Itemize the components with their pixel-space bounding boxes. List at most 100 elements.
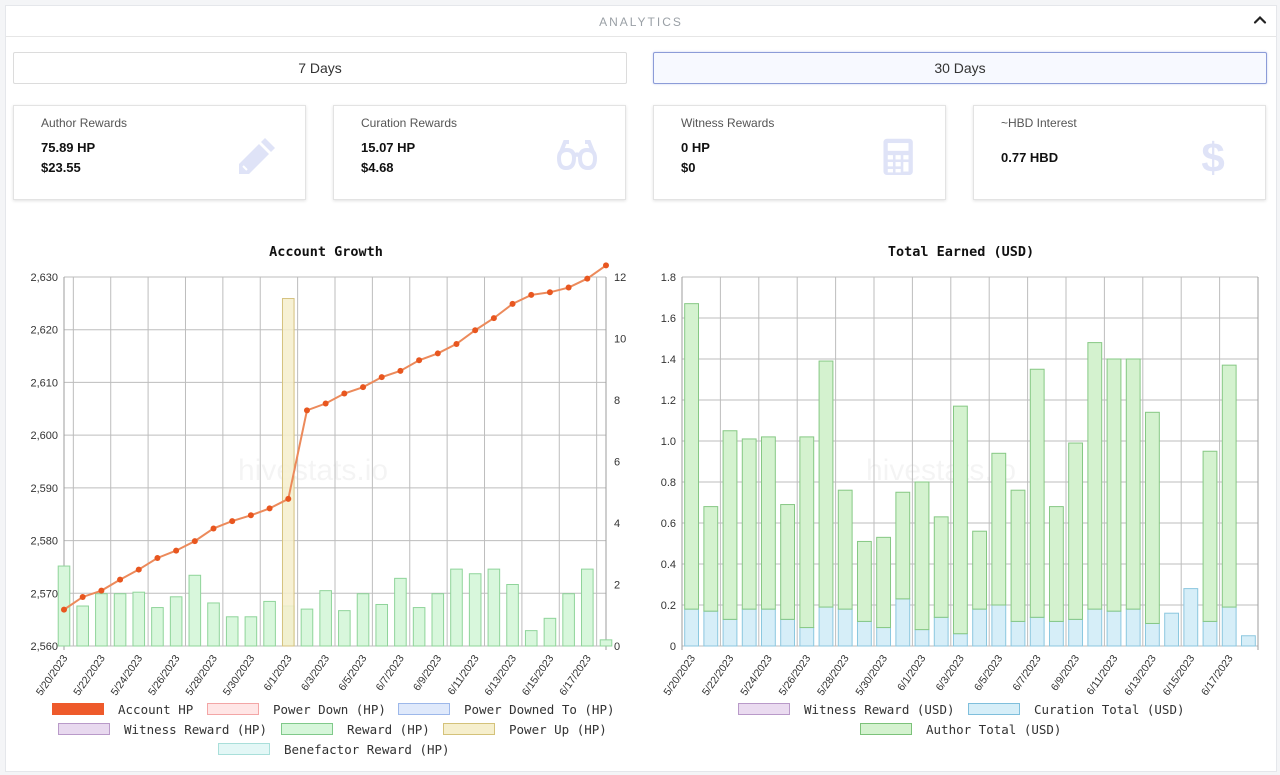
- account-hp-point: [434, 350, 441, 357]
- author-bar: [856, 540, 872, 622]
- author-bar: [703, 506, 719, 612]
- curation-bar: [914, 629, 930, 647]
- reward-bar: [338, 610, 351, 647]
- reward-bar: [412, 607, 426, 647]
- legend-swatch: [443, 723, 495, 735]
- author-bar: [972, 530, 988, 610]
- author-bar: [1125, 358, 1141, 610]
- curation-bar: [876, 627, 892, 647]
- author-bar: [760, 436, 776, 610]
- curation-bar: [972, 608, 988, 647]
- x-tick-label: 5/20/2023: [34, 653, 71, 696]
- reward-bar: [300, 608, 314, 647]
- author-bar: [799, 436, 815, 629]
- author-bar: [1010, 489, 1026, 622]
- legend-swatch: [207, 703, 259, 715]
- account-hp-point: [603, 262, 609, 269]
- y-tick-label: 0.2: [661, 600, 676, 612]
- curation-bar: [837, 608, 853, 647]
- y-tick-label: 1.2: [661, 395, 676, 407]
- y-tick-label: 1.4: [661, 354, 676, 366]
- reward-bar: [76, 605, 89, 647]
- legend-swatch: [860, 723, 912, 735]
- x-tick-label: 5/30/2023: [221, 653, 258, 696]
- total-earned-plot: 00.20.40.60.81.01.21.41.61.85/20/2023 5/2…: [661, 272, 1259, 696]
- curation-bar: [1125, 608, 1141, 647]
- x-tick-label: 6/17/2023: [1199, 653, 1236, 696]
- curation-bar: [933, 616, 949, 647]
- account-growth-plot: 2,560 2,570 2,580 2,590 2,600 2,610 2,620 2,630…: [30, 262, 626, 696]
- author-bar: [722, 430, 738, 620]
- reward-bar: [506, 584, 519, 647]
- author-bar: [1068, 442, 1084, 620]
- x-tick-label: 6/15/2023: [1161, 653, 1198, 696]
- legend-label: Curation Total (USD): [1034, 702, 1185, 717]
- calculator-icon: [883, 138, 913, 175]
- author-bar: [1221, 364, 1237, 608]
- legend-label: Reward (HP): [347, 722, 430, 737]
- author-bar: [876, 536, 892, 629]
- y-right-tick-label: 4: [614, 518, 620, 530]
- hbd-interest-card: ~HBD Interest 0.77 HBD $: [973, 105, 1266, 200]
- chevron-up-icon[interactable]: [1252, 12, 1268, 28]
- x-tick-label: 6/15/2023: [520, 653, 557, 696]
- x-tick-label: 6/1/2023: [895, 653, 928, 693]
- y-right-tick-label: 12: [614, 272, 626, 284]
- x-tick-label: 5/24/2023: [109, 653, 146, 696]
- curation-bar: [1068, 618, 1084, 647]
- account-hp-point: [173, 547, 180, 554]
- curation-bar: [1010, 620, 1026, 647]
- reward-bar: [263, 600, 276, 647]
- reward-bar: [244, 616, 258, 647]
- card-label: Curation Rewards: [361, 116, 458, 130]
- account-hp-point: [378, 374, 385, 381]
- reward-bar: [468, 573, 482, 647]
- curation-bar: [722, 618, 738, 647]
- account-hp-point: [266, 505, 273, 512]
- curation-bar: [799, 627, 815, 647]
- legend-label: Power Downed To (HP): [464, 702, 615, 717]
- account-hp-line: [63, 264, 607, 611]
- curation-bar: [1202, 620, 1218, 647]
- tab-7-days[interactable]: 7 Days: [13, 52, 627, 84]
- author-bar: [1087, 342, 1103, 610]
- account-hp-point: [117, 576, 124, 583]
- reward-bar: [562, 593, 575, 647]
- legend-swatch: [52, 703, 104, 715]
- curation-bar: [818, 606, 834, 647]
- account-hp-point: [322, 400, 329, 407]
- account-hp-point: [584, 275, 591, 282]
- legend-label: Power Up (HP): [509, 722, 607, 737]
- y-right-tick-label: 8: [614, 395, 620, 407]
- y-tick-label: 2,600: [30, 430, 58, 442]
- account-hp-point: [528, 291, 535, 298]
- legend-swatch: [738, 703, 790, 715]
- card-label: Witness Rewards: [681, 116, 775, 130]
- reward-bar: [524, 630, 538, 647]
- curation-bar: [1048, 620, 1064, 647]
- reward-bar: [487, 568, 501, 647]
- glasses-icon: [556, 140, 598, 171]
- total-earned-chart: Total Earned (USD) hivestats.io 00.20.40…: [646, 236, 1276, 766]
- account-hp-point: [472, 327, 479, 334]
- x-tick-label: 5/26/2023: [146, 653, 183, 696]
- card-label: Author Rewards: [41, 116, 128, 130]
- y-right-tick-label: 10: [614, 334, 626, 346]
- author-bar: [1048, 506, 1064, 622]
- author-bar: [895, 491, 911, 600]
- curation-bar: [780, 618, 796, 647]
- card-value-hp: 75.89 HP: [41, 140, 96, 155]
- x-tick-label: 6/7/2023: [374, 653, 407, 693]
- card-label: ~HBD Interest: [1001, 116, 1077, 130]
- account-hp-point: [490, 315, 497, 322]
- svg-text:$: $: [1201, 134, 1224, 178]
- account-hp-point: [341, 390, 348, 397]
- x-tick-label: 5/28/2023: [815, 653, 852, 696]
- analytics-header[interactable]: ANALYTICS: [6, 6, 1276, 37]
- curation-bar: [1164, 612, 1180, 647]
- account-hp-point: [210, 525, 217, 532]
- tab-30-days[interactable]: 30 Days: [653, 52, 1267, 84]
- curation-bar: [895, 598, 911, 647]
- x-tick-label: 6/13/2023: [1122, 653, 1159, 696]
- curation-bar: [952, 633, 968, 647]
